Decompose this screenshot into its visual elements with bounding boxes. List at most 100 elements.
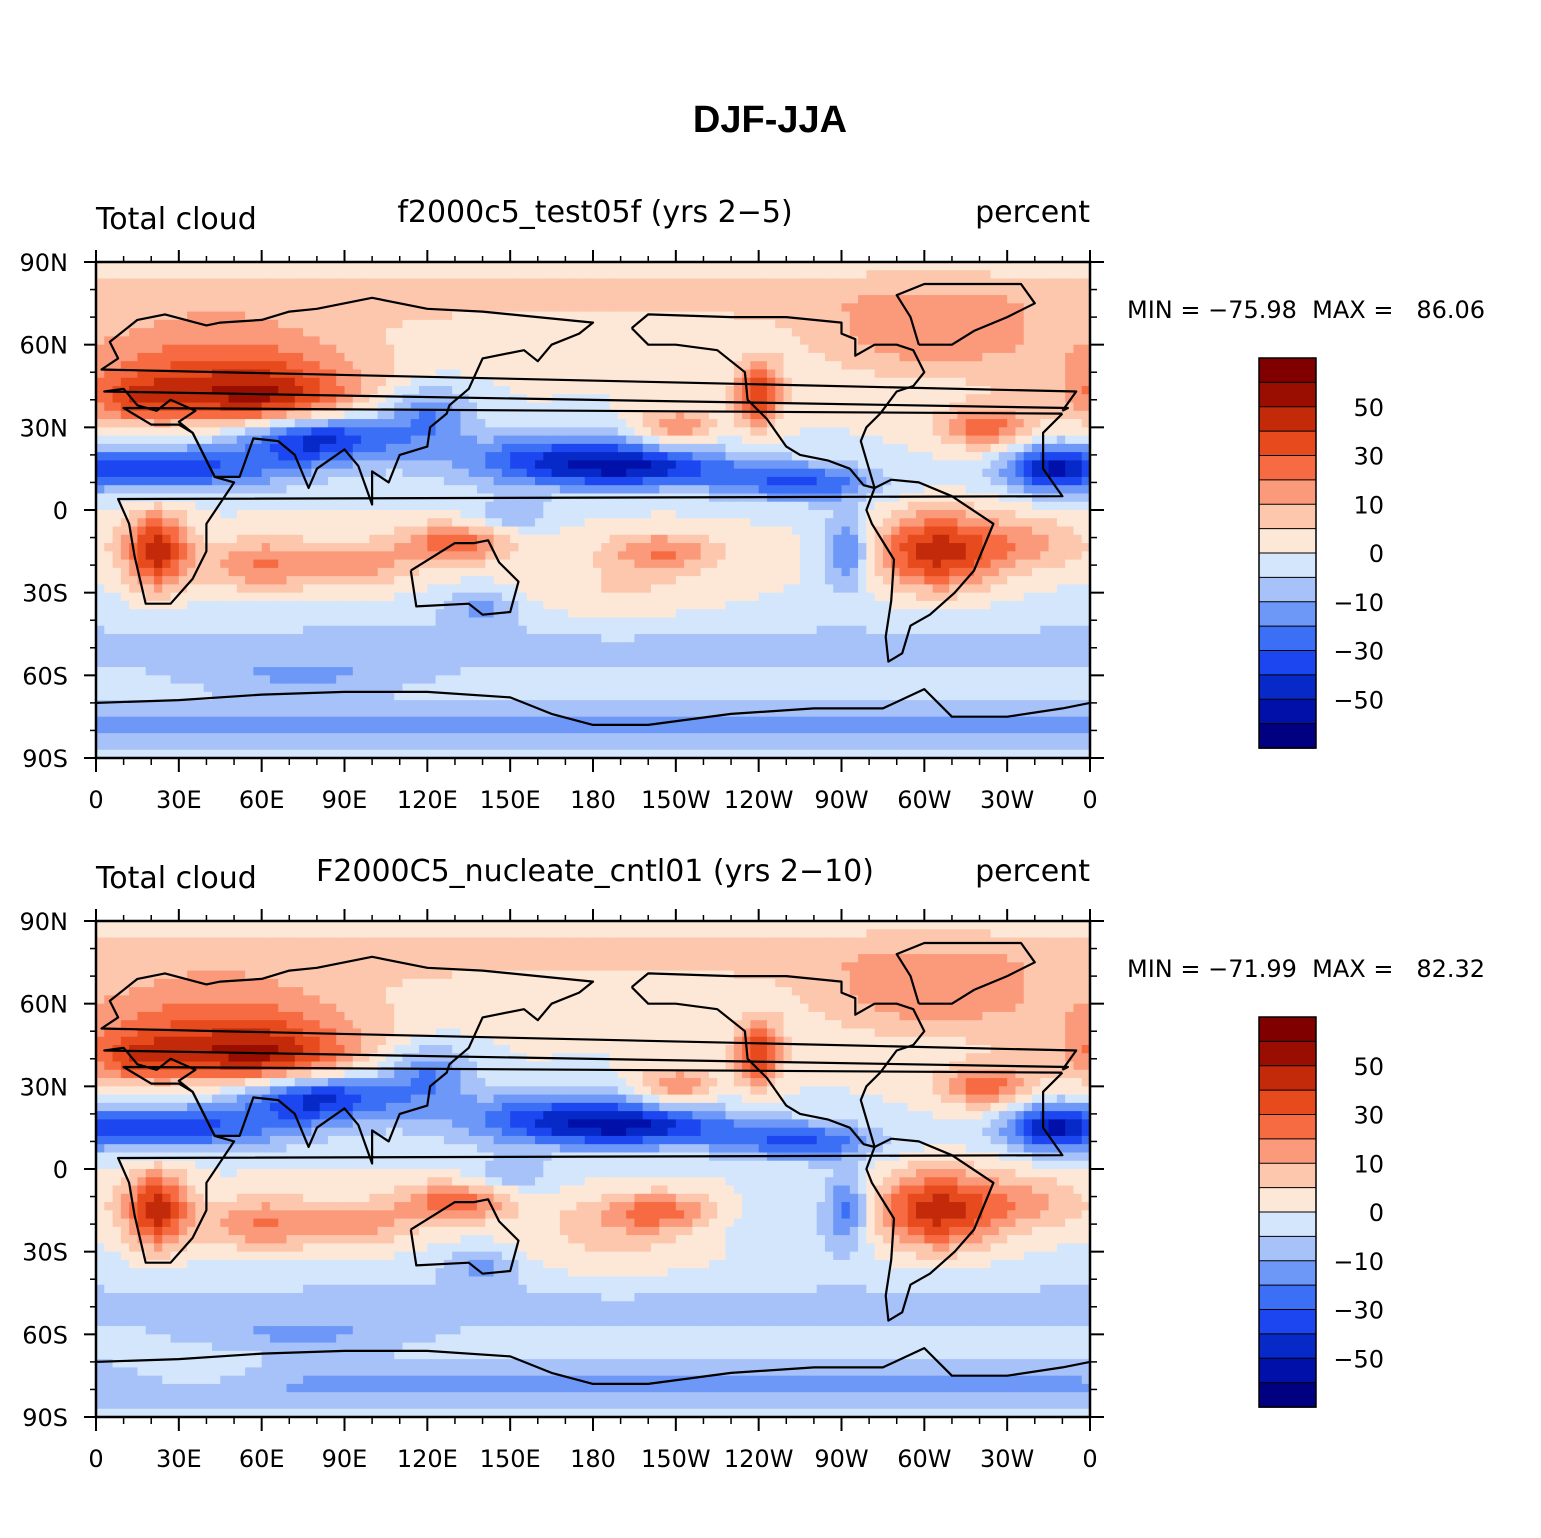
- field-cell: [634, 344, 644, 354]
- field-cell: [957, 476, 967, 486]
- field-cell: [783, 567, 793, 577]
- field-cell: [303, 460, 312, 470]
- field-cell: [518, 386, 528, 395]
- field-cell: [1040, 518, 1050, 528]
- field-cell: [576, 344, 586, 354]
- field-cell: [808, 278, 818, 288]
- field-cell: [957, 501, 967, 511]
- field-cell: [932, 394, 942, 404]
- field-cell: [1015, 476, 1025, 486]
- field-cell: [882, 394, 892, 404]
- field-cell: [245, 510, 254, 519]
- field-cell: [916, 567, 925, 577]
- field-cell: [228, 468, 238, 478]
- field-cell: [1007, 460, 1017, 470]
- field-cell: [758, 286, 768, 296]
- field-cell: [278, 476, 288, 486]
- field-cell: [96, 352, 105, 362]
- field-cell: [394, 460, 404, 470]
- field-cell: [526, 435, 536, 445]
- field-cell: [576, 286, 586, 296]
- field-cell: [286, 443, 296, 453]
- field-cell: [800, 576, 809, 585]
- field-cell: [443, 452, 453, 461]
- field-cell: [858, 295, 867, 304]
- field-cell: [634, 319, 644, 329]
- field-cell: [211, 485, 221, 495]
- field-cell: [236, 319, 246, 329]
- field-cell: [129, 443, 139, 453]
- field-cell: [220, 311, 230, 321]
- field-cell: [932, 592, 942, 602]
- field-cell: [510, 510, 520, 519]
- field-cell: [1081, 543, 1090, 552]
- field-cell: [974, 303, 983, 313]
- field-cell: [708, 460, 718, 470]
- field-cell: [477, 526, 486, 536]
- field-cell: [816, 262, 826, 271]
- field-cell: [833, 336, 843, 346]
- field-cell: [708, 402, 718, 412]
- field-cell: [443, 352, 453, 362]
- field-cell: [278, 468, 288, 478]
- field-cell: [775, 286, 785, 296]
- field-cell: [286, 460, 296, 470]
- field-cell: [849, 452, 859, 461]
- field-cell: [410, 361, 420, 371]
- field-cell: [112, 369, 122, 379]
- field-cell: [642, 270, 652, 280]
- field-cell: [974, 361, 983, 371]
- field-cell: [501, 485, 511, 495]
- field-cell: [526, 377, 536, 387]
- field-cell: [932, 352, 942, 362]
- field-cell: [435, 443, 445, 453]
- field-cell: [352, 526, 362, 536]
- field-cell: [269, 394, 279, 404]
- field-cell: [1040, 534, 1050, 544]
- field-cell: [394, 270, 404, 280]
- field-cell: [1032, 551, 1041, 561]
- field-cell: [261, 419, 271, 428]
- field-cell: [650, 592, 660, 602]
- field-cell: [874, 402, 884, 412]
- field-cell: [916, 386, 925, 395]
- field-cell: [551, 319, 561, 329]
- field-cell: [998, 435, 1008, 445]
- field-cell: [319, 468, 329, 478]
- field-cell: [940, 485, 950, 495]
- field-cell: [336, 270, 346, 280]
- field-cell: [758, 295, 768, 304]
- field-cell: [824, 534, 834, 544]
- field-cell: [170, 443, 180, 453]
- field-cell: [261, 402, 271, 412]
- field-cell: [145, 584, 155, 594]
- field-cell: [990, 592, 1000, 602]
- field-cell: [775, 328, 785, 337]
- field-cell: [493, 435, 503, 445]
- field-cell: [849, 584, 859, 594]
- field-cell: [584, 286, 594, 296]
- field-cell: [303, 510, 312, 519]
- field-cell: [858, 435, 867, 445]
- field-cell: [535, 303, 544, 313]
- field-cell: [286, 592, 296, 602]
- field-cell: [593, 270, 602, 280]
- field-cell: [104, 543, 114, 552]
- field-cell: [940, 559, 950, 569]
- field-cell: [733, 377, 743, 387]
- field-cell: [974, 435, 983, 445]
- field-cell: [220, 328, 230, 337]
- field-cell: [543, 592, 553, 602]
- field-cell: [1048, 311, 1058, 321]
- field-cell: [808, 518, 818, 528]
- field-cell: [443, 584, 453, 594]
- field-cell: [220, 443, 230, 453]
- field-cell: [725, 567, 735, 577]
- field-cell: [609, 402, 619, 412]
- field-cell: [849, 328, 859, 337]
- field-cell: [303, 443, 312, 453]
- field-cell: [808, 534, 818, 544]
- field-cell: [866, 344, 876, 354]
- field-cell: [584, 303, 594, 313]
- field-cell: [675, 303, 685, 313]
